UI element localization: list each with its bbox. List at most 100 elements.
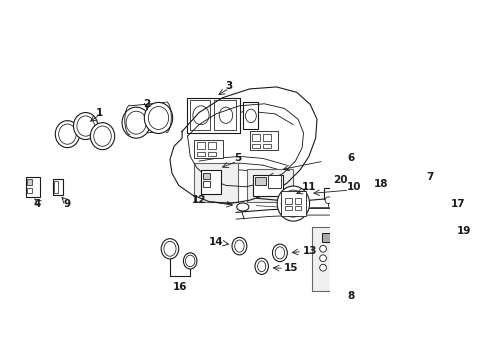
Bar	[187, 98, 240, 133]
Ellipse shape	[234, 240, 244, 252]
Bar	[347, 233, 355, 242]
Bar	[243, 103, 257, 129]
Bar	[203, 181, 209, 187]
Ellipse shape	[144, 103, 172, 134]
Bar	[403, 188, 408, 195]
Bar	[246, 168, 292, 202]
Ellipse shape	[185, 255, 195, 267]
Ellipse shape	[231, 237, 246, 255]
Circle shape	[319, 255, 326, 262]
Bar	[403, 198, 408, 203]
Text: 6: 6	[346, 153, 354, 163]
Bar	[194, 140, 222, 158]
Bar	[357, 193, 367, 206]
Ellipse shape	[183, 253, 197, 269]
Bar	[294, 206, 301, 210]
Ellipse shape	[275, 247, 284, 259]
Ellipse shape	[161, 239, 178, 259]
Ellipse shape	[192, 106, 209, 125]
Ellipse shape	[148, 107, 168, 129]
Ellipse shape	[126, 111, 146, 134]
Bar	[294, 198, 301, 204]
Ellipse shape	[257, 261, 265, 272]
Ellipse shape	[90, 123, 114, 150]
Bar	[214, 100, 236, 130]
Bar	[201, 170, 221, 194]
Bar	[53, 179, 63, 195]
Circle shape	[341, 255, 347, 262]
Ellipse shape	[245, 109, 256, 123]
Text: 15: 15	[284, 263, 298, 273]
Bar	[322, 233, 330, 242]
Bar	[252, 134, 260, 141]
Bar	[254, 177, 265, 185]
Text: 13: 13	[303, 246, 317, 256]
Bar	[401, 185, 417, 208]
Ellipse shape	[277, 186, 309, 221]
Ellipse shape	[272, 244, 287, 262]
Bar	[203, 172, 209, 179]
Ellipse shape	[163, 241, 176, 256]
Ellipse shape	[219, 107, 232, 123]
Text: 18: 18	[373, 179, 387, 189]
Bar	[252, 175, 282, 196]
Bar	[263, 134, 270, 141]
Text: 14: 14	[208, 237, 223, 247]
Bar	[197, 142, 204, 149]
Circle shape	[330, 264, 337, 271]
Bar	[281, 192, 305, 216]
Text: 4: 4	[33, 199, 41, 208]
Bar	[263, 144, 270, 148]
Bar	[207, 142, 215, 149]
Circle shape	[330, 246, 337, 252]
Ellipse shape	[77, 116, 94, 136]
Text: 8: 8	[346, 291, 354, 301]
Bar	[311, 227, 388, 291]
Circle shape	[351, 246, 358, 252]
Circle shape	[319, 246, 326, 252]
Ellipse shape	[281, 190, 305, 217]
Bar	[194, 163, 238, 202]
Ellipse shape	[59, 124, 76, 144]
Circle shape	[325, 197, 331, 204]
Bar	[25, 177, 41, 197]
Bar	[190, 100, 210, 130]
Text: 19: 19	[456, 226, 470, 235]
Circle shape	[330, 255, 337, 262]
Text: 2: 2	[143, 99, 150, 109]
Text: 11: 11	[301, 182, 316, 192]
Bar	[285, 206, 291, 210]
Text: 9: 9	[64, 199, 71, 208]
Ellipse shape	[55, 121, 80, 148]
Ellipse shape	[254, 258, 268, 274]
Bar	[323, 188, 332, 199]
Circle shape	[360, 198, 365, 203]
Circle shape	[341, 246, 347, 252]
Text: 5: 5	[233, 153, 241, 163]
Text: 17: 17	[450, 199, 465, 208]
Text: 16: 16	[172, 282, 187, 292]
Text: 20: 20	[333, 175, 347, 185]
Text: 3: 3	[225, 81, 232, 91]
Bar	[27, 179, 32, 185]
Circle shape	[341, 264, 347, 271]
Bar	[334, 233, 343, 242]
Bar	[285, 198, 291, 204]
Circle shape	[351, 264, 358, 271]
Circle shape	[319, 264, 326, 271]
Bar	[207, 152, 215, 156]
Bar	[268, 175, 280, 188]
Bar	[249, 131, 277, 150]
Circle shape	[351, 255, 358, 262]
Text: 12: 12	[191, 195, 206, 205]
Text: 10: 10	[346, 182, 361, 192]
Ellipse shape	[332, 197, 341, 208]
Ellipse shape	[236, 203, 248, 211]
Text: 1: 1	[96, 108, 103, 118]
Ellipse shape	[122, 107, 150, 138]
Bar	[197, 152, 204, 156]
Ellipse shape	[73, 113, 98, 140]
Bar	[252, 144, 260, 148]
Ellipse shape	[94, 126, 111, 146]
Bar	[54, 181, 58, 193]
